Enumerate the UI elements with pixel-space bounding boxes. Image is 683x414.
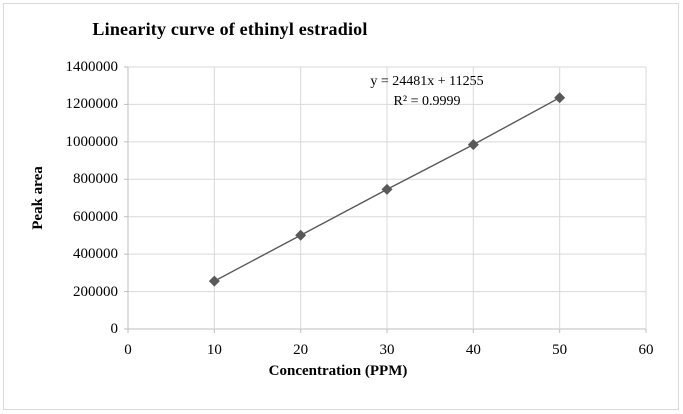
y-tick-label: 1000000	[65, 133, 119, 150]
y-tick-label: 0	[110, 321, 119, 337]
y-tick-label: 600000	[73, 208, 118, 225]
chart-title: Linearity curve of ethinyl estradiol	[92, 19, 368, 39]
y-tick-label: 800000	[73, 171, 118, 188]
x-tick-label: 20	[293, 342, 309, 358]
data-point-marker	[467, 139, 479, 151]
data-point-marker	[554, 92, 566, 104]
trendline-equation: y = 24481x + 11255	[370, 74, 484, 89]
x-tick-label: 40	[465, 342, 481, 358]
y-tick-label: 200000	[73, 283, 118, 300]
y-tick-label: 1200000	[65, 96, 119, 113]
y-tick-label: 400000	[73, 246, 118, 263]
x-tick-label: 0	[124, 342, 132, 358]
r-squared-label: R² = 0.9999	[393, 94, 461, 109]
data-point-marker	[295, 229, 307, 241]
data-point-marker	[381, 183, 393, 195]
x-axis-title: Concentration (PPM)	[268, 363, 408, 379]
trendline-annotation: y = 24481x + 11255 R² = 0.9999	[327, 72, 527, 112]
x-tick-label: 60	[638, 342, 654, 358]
y-tick-label: 1400000	[65, 59, 119, 75]
x-tick-label: 30	[379, 342, 395, 358]
y-axis-title: Peak area	[30, 166, 46, 230]
x-tick-label: 50	[552, 342, 568, 358]
data-point-marker	[208, 275, 220, 287]
x-tick-label: 10	[206, 342, 222, 358]
